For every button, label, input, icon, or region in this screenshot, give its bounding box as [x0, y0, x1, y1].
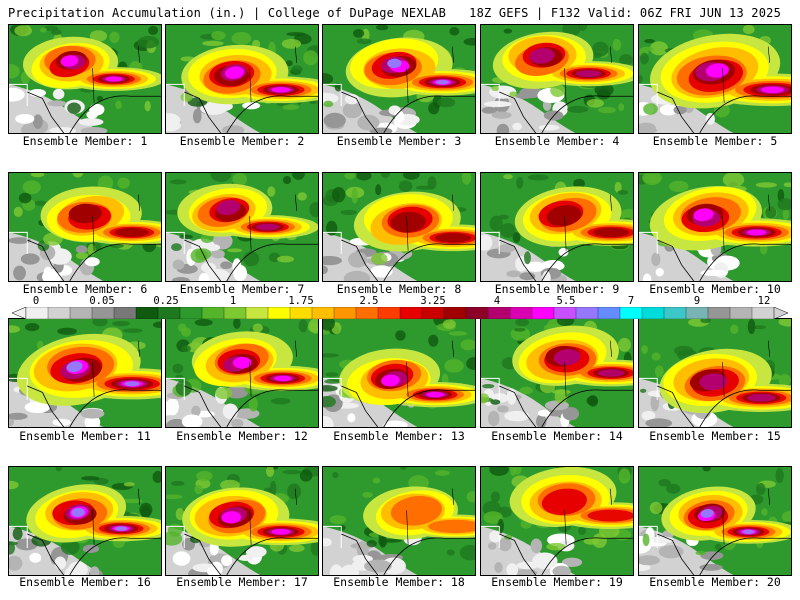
colorbar-tick-label: 0.25: [153, 295, 179, 307]
colorbar-swatch: [333, 307, 357, 319]
ensemble-member-label: Ensemble Member: 5: [652, 134, 778, 148]
colorbar-swatch: [729, 307, 753, 319]
ensemble-member-label: Ensemble Member: 4: [494, 134, 620, 148]
colorbar-tick-label: 4: [493, 295, 501, 307]
colorbar-swatch: [289, 307, 313, 319]
colorbar-swatch: [25, 307, 49, 319]
ensemble-member-label: Ensemble Member: 6: [22, 282, 148, 296]
colorbar-swatch: [531, 307, 555, 319]
colorbar-swatch: [751, 307, 775, 319]
colorbar-swatch: [553, 307, 577, 319]
ensemble-map-panel: [638, 172, 792, 282]
colorbar-swatch: [47, 307, 71, 319]
ensemble-map-panel: [638, 466, 792, 576]
colorbar-swatch: [443, 307, 467, 319]
colorbar-swatch: [91, 307, 115, 319]
colorbar-tick-label: 1.75: [288, 295, 314, 307]
colorbar-swatch: [69, 307, 93, 319]
colorbar-swatch: [355, 307, 379, 319]
ensemble-member-label: Ensemble Member: 18: [333, 575, 465, 589]
ensemble-map-panel: [638, 24, 792, 134]
ensemble-member-label: Ensemble Member: 19: [491, 575, 623, 589]
ensemble-member-label: Ensemble Member: 16: [19, 575, 151, 589]
colorbar-swatch: [223, 307, 247, 319]
colorbar-swatch: [509, 307, 533, 319]
colorbar-tick-label: 7: [627, 295, 635, 307]
colorbar-swatch: [597, 307, 621, 319]
colorbar-swatch: [641, 307, 665, 319]
colorbar-tick-label: 5.5: [556, 295, 576, 307]
colorbar-swatch: [179, 307, 203, 319]
colorbar-swatch: [135, 307, 159, 319]
ensemble-map-panel: [8, 318, 162, 428]
colorbar-tick-label: 0.05: [89, 295, 115, 307]
ensemble-map-panel: [480, 24, 634, 134]
ensemble-map-panel: [322, 24, 476, 134]
ensemble-member-label: Ensemble Member: 3: [336, 134, 462, 148]
ensemble-map-panel: [322, 318, 476, 428]
ensemble-member-label: Ensemble Member: 8: [336, 282, 462, 296]
colorbar-swatch: [113, 307, 137, 319]
ensemble-map-panel: [165, 318, 319, 428]
colorbar-swatch: [399, 307, 423, 319]
colorbar-swatch: [157, 307, 181, 319]
ensemble-member-label: Ensemble Member: 10: [649, 282, 781, 296]
colorbar-swatch: [663, 307, 687, 319]
ensemble-member-label: Ensemble Member: 7: [179, 282, 305, 296]
colorbar-swatch: [619, 307, 643, 319]
ensemble-member-label: Ensemble Member: 11: [19, 429, 151, 443]
model-valid-time: 18Z GEFS | F132 Valid: 06Z FRI JUN 13 20…: [469, 6, 781, 20]
ensemble-member-label: Ensemble Member: 9: [494, 282, 620, 296]
colorbar-tick-label: 3.25: [420, 295, 446, 307]
ensemble-member-label: Ensemble Member: 17: [176, 575, 308, 589]
ensemble-map-panel: [638, 318, 792, 428]
colorbar-swatch: [245, 307, 269, 319]
colorbar-tick-label: 0: [32, 295, 40, 307]
colorbar-left-arrow: [12, 307, 27, 319]
colorbar-tick-label: 1: [229, 295, 237, 307]
colorbar-tick-labels: 0 0.05 0.25 1 1.75 2.5 3.25 4 5.5 7 9 12: [0, 295, 800, 309]
ensemble-member-label: Ensemble Member: 1: [22, 134, 148, 148]
ensemble-member-label: Ensemble Member: 13: [333, 429, 465, 443]
colorbar-swatch: [267, 307, 291, 319]
ensemble-member-label: Ensemble Member: 20: [649, 575, 781, 589]
ensemble-member-label: Ensemble Member: 2: [179, 134, 305, 148]
precipitation-colorbar: [12, 307, 788, 319]
colorbar-right-arrow: [773, 307, 788, 319]
ensemble-member-label: Ensemble Member: 15: [649, 429, 781, 443]
colorbar-swatch: [685, 307, 709, 319]
ensemble-map-panel: [480, 172, 634, 282]
colorbar-swatch: [465, 307, 489, 319]
colorbar-swatch: [311, 307, 335, 319]
colorbar-swatch: [421, 307, 445, 319]
colorbar-tick-label: 12: [757, 295, 771, 307]
ensemble-map-panel: [8, 172, 162, 282]
ensemble-member-label: Ensemble Member: 14: [491, 429, 623, 443]
colorbar-swatch: [487, 307, 511, 319]
ensemble-map-panel: [322, 466, 476, 576]
ensemble-map-panel: [165, 24, 319, 134]
ensemble-map-panel: [165, 172, 319, 282]
ensemble-map-panel: [165, 466, 319, 576]
ensemble-map-panel: [8, 466, 162, 576]
ensemble-map-panel: [480, 318, 634, 428]
ensemble-member-label: Ensemble Member: 12: [176, 429, 308, 443]
ensemble-map-panel: [8, 24, 162, 134]
map-title: Precipitation Accumulation (in.) | Colle…: [8, 6, 447, 20]
colorbar-tick-label: 9: [693, 295, 701, 307]
colorbar-swatch: [201, 307, 225, 319]
colorbar-tick-label: 2.5: [359, 295, 379, 307]
colorbar-swatch: [575, 307, 599, 319]
colorbar-swatch: [707, 307, 731, 319]
ensemble-map-panel: [322, 172, 476, 282]
ensemble-map-panel: [480, 466, 634, 576]
colorbar-swatch: [377, 307, 401, 319]
